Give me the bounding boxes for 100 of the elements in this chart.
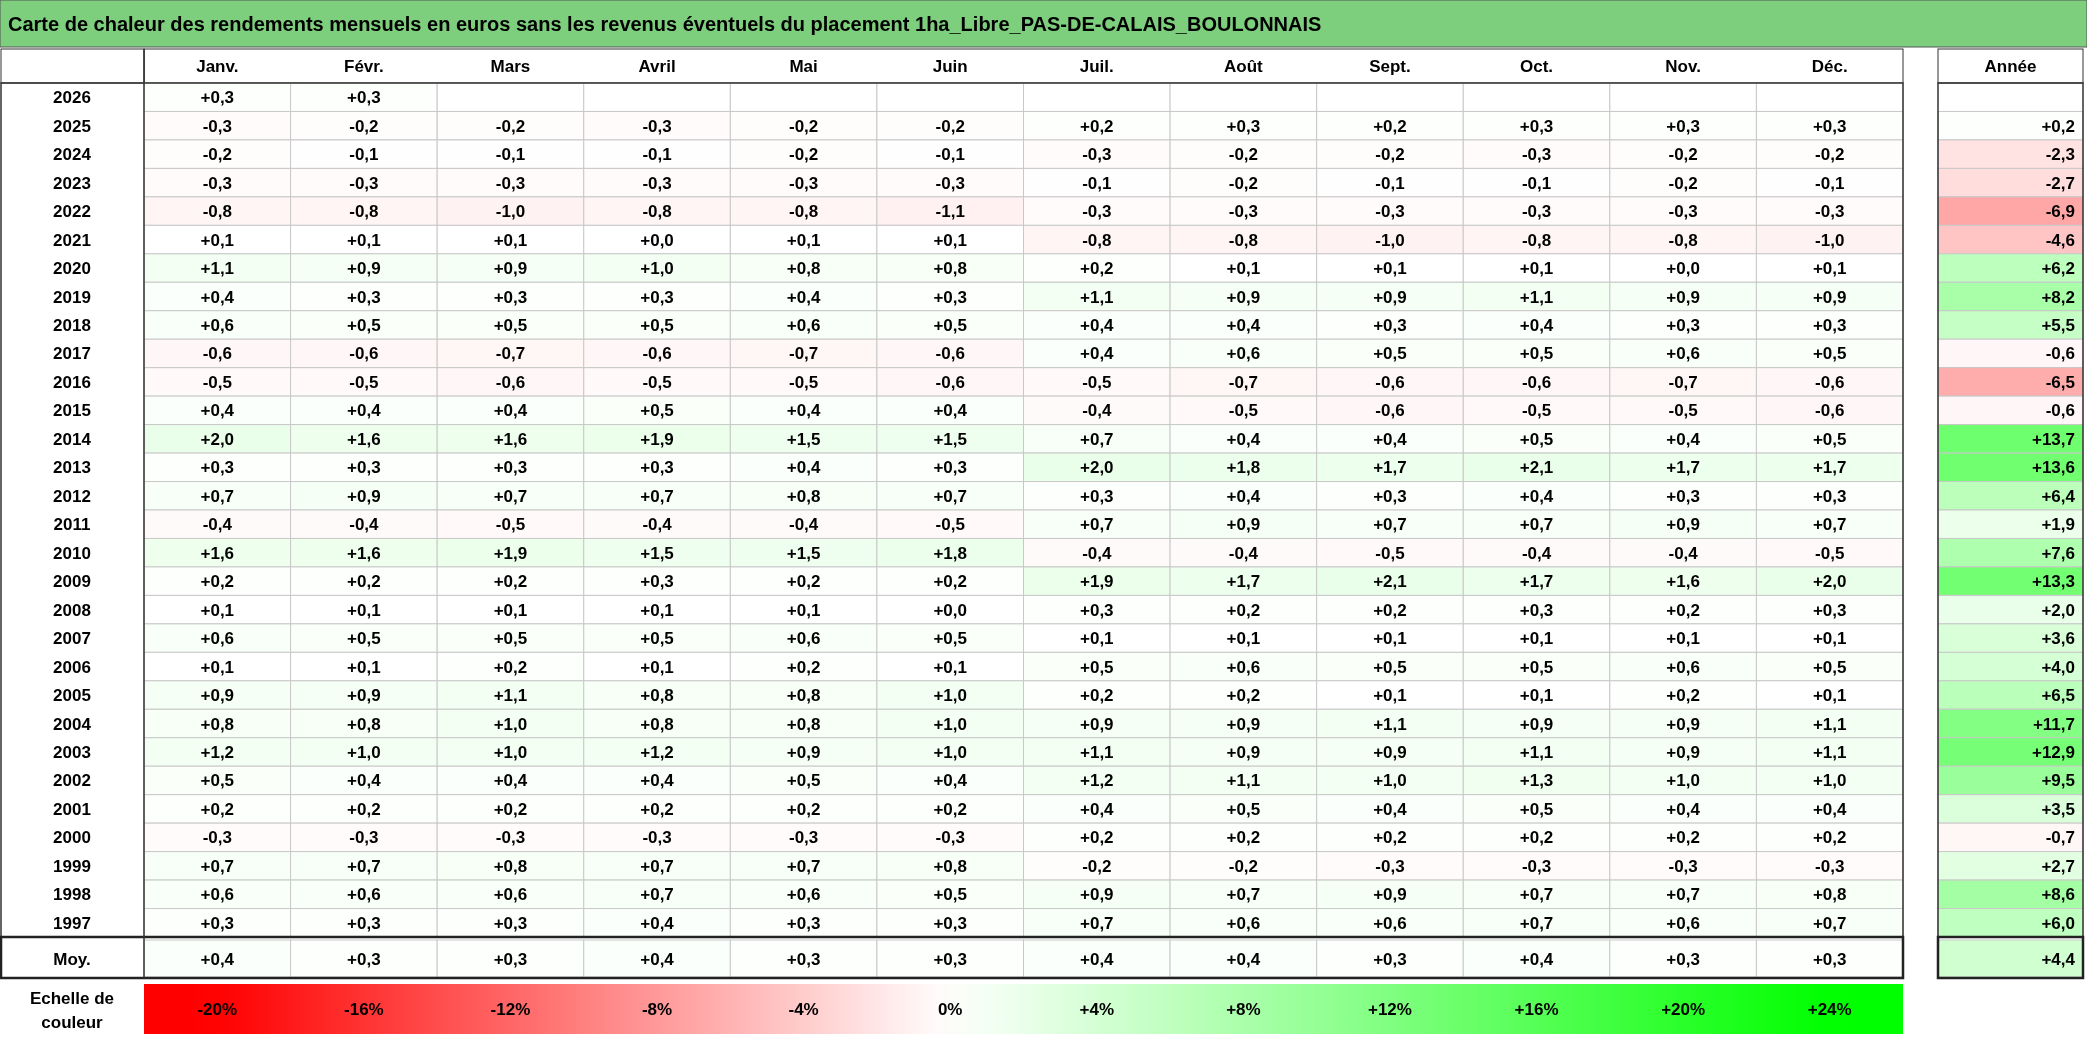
data-label: +0,2: [347, 572, 381, 592]
data-label: +0,9: [1080, 714, 1114, 734]
data-label: -0,2: [1815, 145, 1845, 165]
data-label: +0,2: [347, 799, 381, 819]
color-bar-label: +16%: [1514, 1000, 1559, 1019]
data-label: +1,1: [200, 259, 235, 279]
data-label: +0,5: [1519, 799, 1554, 819]
data-label: +0,6: [1666, 913, 1700, 933]
data-label: -0,3: [1521, 202, 1552, 222]
data-label: +0,1: [933, 230, 967, 250]
data-label: +0,4: [493, 771, 528, 791]
data-label: +0,2: [933, 572, 967, 592]
data-label: +1,2: [200, 742, 235, 762]
data-label: +0,9: [1519, 714, 1554, 734]
color-bar-label: +20%: [1661, 1000, 1706, 1019]
y-tick-label: 2018: [53, 315, 91, 335]
data-label: +0,2: [786, 657, 821, 677]
data-label: +0,3: [933, 913, 967, 933]
data-label: +0,4: [933, 401, 968, 421]
data-label: +0,3: [200, 458, 235, 478]
data-label: +0,5: [1519, 344, 1554, 364]
data-label: -0,3: [1521, 145, 1552, 165]
data-label: +0,3: [933, 287, 967, 307]
data-label: -0,3: [495, 173, 526, 193]
data-label: +8,6: [2041, 885, 2075, 905]
data-label: +0,4: [1373, 799, 1408, 819]
data-label: +0,2: [1080, 686, 1114, 706]
data-label: -4,6: [2045, 230, 2075, 250]
data-label: +1,0: [347, 742, 381, 762]
data-label: +0,9: [1666, 742, 1700, 762]
data-label: +13,6: [2031, 458, 2075, 478]
data-label: +0,5: [1373, 657, 1407, 677]
data-label: +0,8: [200, 714, 235, 734]
data-label: +0,1: [1519, 259, 1554, 279]
data-label: -0,1: [349, 145, 379, 165]
data-label: +2,1: [1519, 458, 1554, 478]
data-label: +0,5: [1812, 429, 1847, 449]
data-label: +1,1: [1519, 742, 1554, 762]
data-label: +0,1: [347, 600, 381, 620]
data-label: +0,4: [200, 401, 235, 421]
y-tick-label: 2020: [53, 259, 91, 279]
data-label: +0,2: [1373, 600, 1407, 620]
data-label: +0,7: [640, 856, 674, 876]
data-label: +0,1: [200, 600, 235, 620]
data-label: -0,8: [788, 202, 819, 222]
data-label: -0,6: [935, 372, 965, 392]
data-label: -0,2: [788, 116, 819, 136]
data-label: -0,8: [202, 202, 232, 222]
data-label: +0,2: [1080, 259, 1114, 279]
data-label: +0,2: [200, 799, 235, 819]
data-label: +0,3: [1519, 600, 1554, 620]
x-tick-label: Juil.: [1079, 57, 1114, 76]
data-label: +0,7: [493, 486, 528, 506]
data-label: -1,0: [1375, 230, 1405, 250]
data-label: +1,5: [640, 543, 674, 563]
data-label: -0,4: [1082, 401, 1112, 421]
data-label: -2,7: [2045, 173, 2075, 193]
data-label: +0,2: [493, 572, 528, 592]
color-bar-label: -8%: [641, 1000, 673, 1019]
data-label: -0,5: [1521, 401, 1552, 421]
data-label: +0,4: [493, 401, 528, 421]
data-label: +0,5: [493, 315, 528, 335]
data-label: +0,3: [1812, 116, 1847, 136]
data-label: +1,0: [1666, 771, 1700, 791]
data-label: +1,0: [493, 742, 528, 762]
data-label: +0,1: [1080, 629, 1114, 649]
data-label: +1,6: [493, 429, 528, 449]
data-label: -0,8: [1668, 230, 1698, 250]
data-label: +0,1: [347, 230, 381, 250]
data-label: +0,9: [347, 686, 381, 706]
data-label: +0,6: [1666, 657, 1700, 677]
data-label: +0,7: [200, 486, 235, 506]
data-label: +0,9: [493, 259, 528, 279]
data-label: +0,5: [933, 315, 967, 335]
x-tick-label: Août: [1224, 57, 1264, 76]
data-label: +9,5: [2041, 771, 2075, 791]
data-label: +1,1: [1080, 742, 1114, 762]
y-tick-label: 2011: [53, 515, 91, 535]
data-label: +0,7: [1080, 515, 1114, 535]
data-label: +0,3: [933, 458, 967, 478]
data-label: +0,6: [200, 629, 235, 649]
data-label: +0,3: [347, 287, 381, 307]
data-label: -0,7: [788, 344, 819, 364]
data-label: +0,2: [493, 657, 528, 677]
data-label: +0,0: [1666, 259, 1700, 279]
color-bar-label: +24%: [1807, 1000, 1852, 1019]
y-tick-label: 1999: [53, 856, 91, 876]
y-tick-label: 2001: [53, 799, 91, 819]
data-label: +4,4: [2041, 949, 2076, 969]
data-label: +0,4: [1080, 949, 1115, 969]
data-label: -0,4: [202, 515, 233, 535]
data-label: +0,1: [1226, 629, 1261, 649]
data-label: -0,3: [202, 173, 232, 193]
data-label: +1,1: [493, 686, 528, 706]
data-label: -0,1: [1521, 173, 1552, 193]
data-label: +0,7: [640, 486, 674, 506]
data-label: +0,5: [1373, 344, 1407, 364]
data-label: -0,1: [642, 145, 672, 165]
data-label: +0,4: [347, 401, 382, 421]
data-label: +0,8: [640, 714, 674, 734]
